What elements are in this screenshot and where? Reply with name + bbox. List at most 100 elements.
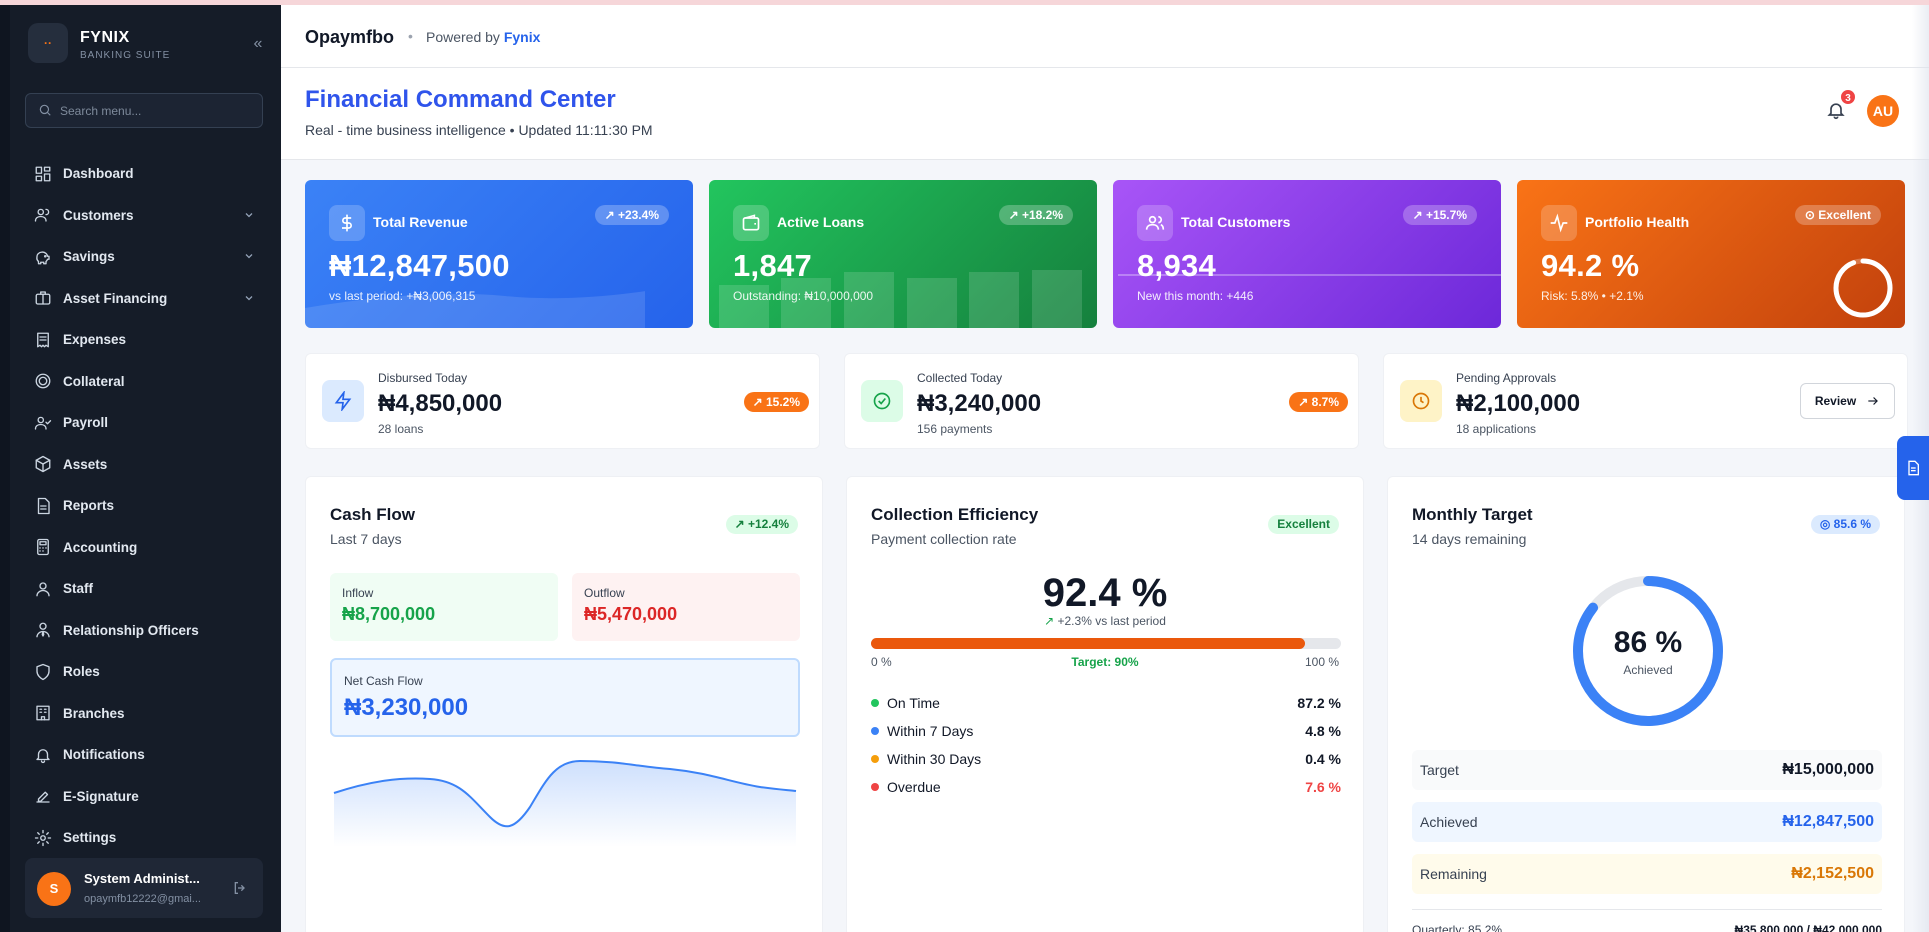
sidebar-item-assets[interactable]: Assets [10, 444, 281, 486]
user-avatar: S [37, 872, 71, 906]
user-check-icon [34, 416, 52, 430]
kpi-label: Active Loans [777, 214, 865, 230]
sidebar-item-label: E-Signature [63, 788, 139, 804]
sidebar-item-expenses[interactable]: Expenses [10, 319, 281, 361]
kpi-subtext: Outstanding: ₦10,000,000 [733, 289, 874, 303]
collection-vs-last-text: +2.3% vs last period [1057, 614, 1166, 628]
panel-title: Monthly Target [1412, 505, 1533, 524]
profile-avatar[interactable]: AU [1867, 95, 1899, 127]
sidebar-item-relationship-officers[interactable]: Relationship Officers [10, 610, 281, 652]
kpi-card-total-revenue[interactable]: Total Revenue ↗ +23.4% ₦12,847,500 vs la… [305, 180, 693, 328]
sidebar-item-notifications[interactable]: Notifications [10, 734, 281, 776]
kpi-card-active-loans[interactable]: Active Loans ↗ +18.2% 1,847 Outstanding:… [709, 180, 1097, 328]
sidebar-item-branches[interactable]: Branches [10, 693, 281, 735]
stat-trend-value: 15.2% [765, 395, 800, 409]
sidebar-item-label: Relationship Officers [63, 622, 199, 638]
stat-card-disbursed[interactable]: Disbursed Today ₦4,850,000 28 loans ↗ 15… [305, 353, 820, 449]
sidebar-item-savings[interactable]: Savings [10, 236, 281, 278]
breakdown-row: Overdue 7.6 % [871, 777, 1341, 797]
cashflow-trend-value: +12.4% [747, 517, 789, 531]
breakdown-row: Within 7 Days 4.8 % [871, 721, 1341, 741]
logout-icon[interactable] [232, 880, 248, 896]
kpi-status-badge: ⊙ Excellent [1794, 205, 1881, 225]
page-header: Financial Command Center Real - time bus… [281, 68, 1929, 160]
user-card[interactable]: S System Administ... opaymfb12222@gmai..… [25, 858, 263, 918]
target-row-label: Target [1420, 762, 1459, 778]
sidebar-item-label: Asset Financing [63, 290, 168, 306]
kpi-trend-badge: ↗ +23.4% [594, 205, 669, 225]
scale-min-label: 0 % [871, 655, 892, 669]
kpi-value: 1,847 [733, 248, 813, 283]
monthly-target-panel: Monthly Target 14 days remaining ◎ 85.6 … [1387, 476, 1905, 932]
review-button[interactable]: Review [1800, 383, 1895, 419]
briefcase-icon [35, 291, 51, 305]
sidebar-item-dashboard[interactable]: Dashboard [10, 153, 281, 195]
sidebar-item-asset-financing[interactable]: Asset Financing [10, 278, 281, 320]
stat-card-collected[interactable]: Collected Today ₦3,240,000 156 payments … [844, 353, 1359, 449]
top-stripe [0, 0, 1929, 5]
target-label: Target: 90% [1071, 655, 1139, 669]
kpi-label: Total Revenue [373, 214, 468, 230]
kpi-card-total-customers[interactable]: Total Customers ↗ +15.7% 8,934 New this … [1113, 180, 1501, 328]
sidebar-item-label: Savings [63, 249, 115, 265]
sidebar-item-label: Collateral [63, 373, 125, 389]
breakdown-label: Within 7 Days [887, 723, 974, 739]
divider [1412, 909, 1882, 910]
sidebar-item-accounting[interactable]: Accounting [10, 527, 281, 569]
stat-value: ₦3,240,000 [917, 390, 1042, 417]
kpi-label: Portfolio Health [1585, 214, 1690, 230]
outflow-label: Outflow [584, 586, 625, 600]
scale-max-label: 100 % [1304, 655, 1339, 669]
sidebar-item-customers[interactable]: Customers [10, 195, 281, 237]
legend-dot [871, 783, 879, 791]
notification-count-badge: 3 [1839, 88, 1857, 106]
collection-status-badge: Excellent [1268, 515, 1339, 534]
notification-bell-icon[interactable] [1826, 100, 1846, 120]
legend-dot [871, 727, 879, 735]
search-icon [39, 104, 51, 116]
sidebar-item-label: Payroll [63, 415, 109, 431]
achieved-row-value: ₦12,847,500 [1782, 813, 1874, 830]
sidebar-item-payroll[interactable]: Payroll [10, 402, 281, 444]
inflow-box: Inflow ₦8,700,000 [330, 573, 558, 641]
breakdown-label: Overdue [887, 779, 941, 795]
kpi-card-portfolio-health[interactable]: Portfolio Health ⊙ Excellent 94.2 % Risk… [1517, 180, 1905, 328]
collection-progress-track [871, 638, 1341, 649]
activity-icon [1541, 205, 1577, 241]
remaining-row-value: ₦2,152,500 [1791, 865, 1874, 882]
sidebar-item-reports[interactable]: Reports [10, 485, 281, 527]
stat-trend-value: 8.7% [1311, 395, 1339, 409]
collection-progress-fill [871, 638, 1306, 649]
app-title: Opaymfbo [305, 27, 395, 47]
sidebar-item-label: Assets [63, 456, 108, 472]
collapse-sidebar-icon[interactable]: « [253, 35, 263, 52]
sidebar-item-roles[interactable]: Roles [10, 651, 281, 693]
lightning-icon [322, 380, 364, 422]
sidebar-item-staff[interactable]: Staff [10, 568, 281, 610]
quarterly-value: ₦35,800,000 / ₦42,000,000 [1734, 923, 1882, 932]
receipt-icon [37, 332, 49, 348]
achieved-row: Achieved ₦12,847,500 [1412, 802, 1882, 842]
search-input[interactable] [60, 94, 255, 127]
inflow-label: Inflow [342, 586, 374, 600]
sidebar-item-settings[interactable]: Settings [10, 817, 281, 859]
sidebar-item-label: Settings [63, 830, 117, 846]
sidebar: ·· FYNIX BANKING SUITE « Dashboard Custom… [10, 5, 281, 932]
trend-up-icon: ↗ [1044, 614, 1055, 628]
sidebar-item-collateral[interactable]: Collateral [10, 361, 281, 403]
app-bar: Opaymfbo • Powered by Fynix [281, 5, 1929, 68]
cashflow-trend-badge: ↗ +12.4% [725, 515, 798, 534]
stat-subtext: 18 applications [1456, 422, 1537, 436]
sidebar-item-label: Expenses [63, 332, 127, 348]
collection-vs-last: ↗ +2.3% vs last period [847, 614, 1363, 628]
quarterly-summary: Quarterly: 85.2% ₦35,800,000 / ₦42,000,0… [1412, 923, 1882, 932]
powered-brand-link[interactable]: Fynix [503, 29, 541, 45]
kpi-trend-value: +18.2% [1021, 208, 1063, 222]
stat-card-pending[interactable]: Pending Approvals ₦2,100,000 18 applicat… [1383, 353, 1908, 449]
kpi-label: Total Customers [1181, 214, 1291, 230]
sidebar-item-e-signature[interactable]: E-Signature [10, 776, 281, 818]
document-tab-icon[interactable] [1897, 436, 1929, 500]
legend-dot [871, 755, 879, 763]
breakdown-value: 4.8 % [1305, 723, 1341, 739]
stat-value: ₦2,100,000 [1456, 390, 1581, 417]
